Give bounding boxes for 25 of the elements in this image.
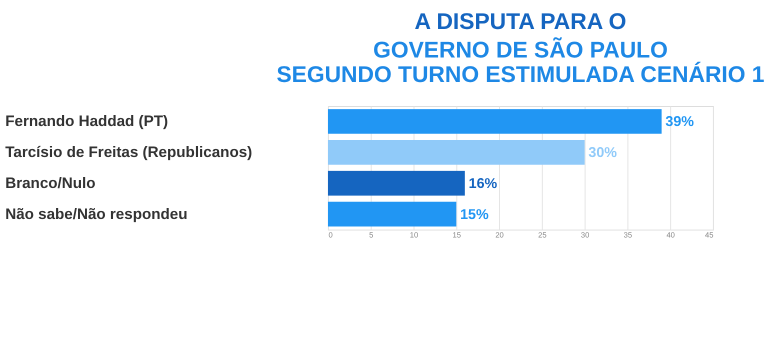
- data-label: 16%: [468, 176, 498, 192]
- y-tick-label: Tarcísio de Freitas (Republicanos): [5, 144, 252, 162]
- x-tick-label: 45: [704, 230, 714, 240]
- chart-title: A DISPUTA PARA O: [414, 8, 626, 34]
- x-tick-label: 20: [495, 230, 504, 240]
- bar: [328, 109, 662, 134]
- x-tick-label: 15: [452, 230, 461, 240]
- x-tick-label: 40: [666, 230, 675, 240]
- x-tick-label: 0: [328, 230, 333, 240]
- y-tick-label: Fernando Haddad (PT): [5, 113, 168, 130]
- bar: [328, 170, 465, 196]
- y-tick-label: Não sabe/Não respondeu: [5, 206, 188, 223]
- x-tick-label: 30: [580, 230, 590, 240]
- data-label: 15%: [460, 206, 489, 223]
- text: SEGUNDO TURNO ESTIMULADA CENÁRIO 1: [276, 61, 765, 88]
- data-label: 30%: [588, 145, 618, 162]
- data-label: 39%: [665, 114, 694, 130]
- x-tick-label: 5: [369, 230, 374, 240]
- chart-subtitle: GOVERNO DE SÃO PAULO: [373, 36, 668, 63]
- bar: [328, 202, 456, 226]
- bar: [328, 140, 585, 165]
- x-tick-label: 10: [410, 230, 418, 240]
- y-tick-label: Branco/Nulo: [5, 174, 96, 192]
- x-tick-label: 25: [538, 230, 547, 240]
- x-tick-label: 35: [624, 230, 632, 240]
